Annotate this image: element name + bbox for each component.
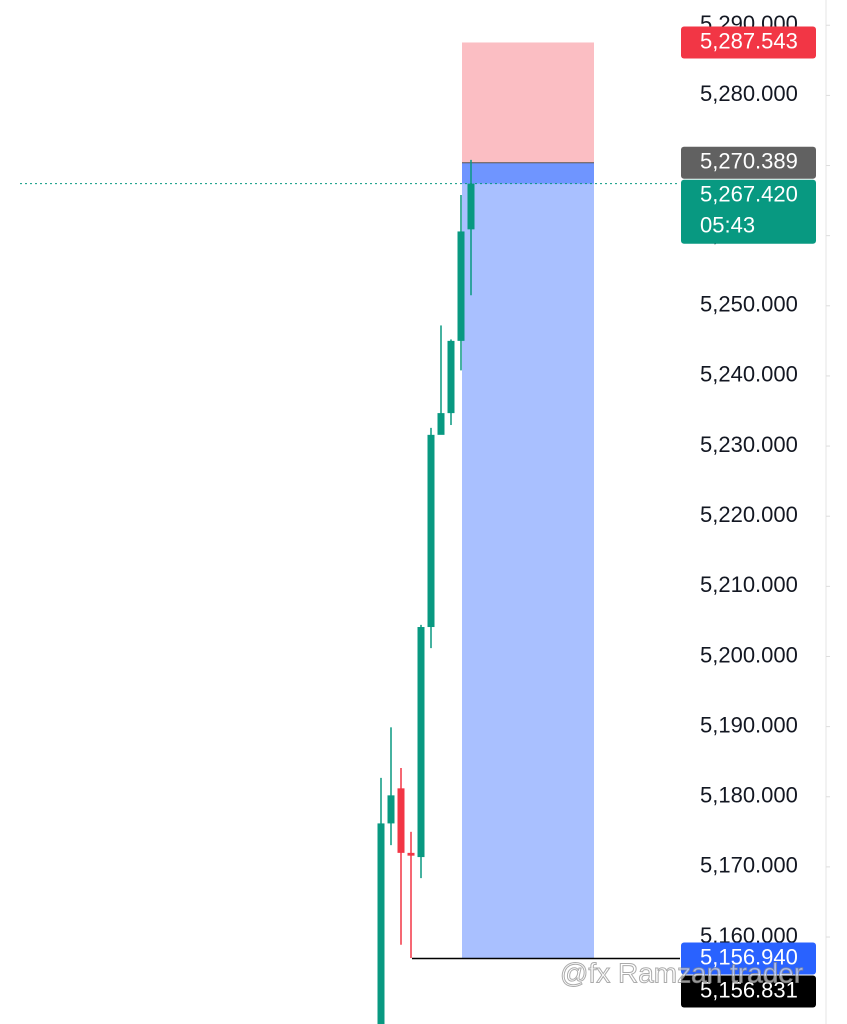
y-tick-label: 5,240.000	[700, 362, 798, 387]
price-label: 5,156.940	[681, 942, 816, 975]
open-pnl-zone	[462, 162, 594, 184]
y-tick-label: 5,170.000	[700, 853, 798, 878]
y-tick-label: 5,190.000	[700, 712, 798, 737]
price-label-text: 5,156.940	[700, 944, 798, 969]
candle-body	[427, 434, 435, 628]
price-label: 5,156.831	[681, 975, 816, 1008]
price-label-text: 5,270.389	[700, 149, 798, 174]
candle-body	[397, 788, 405, 853]
price-label-box	[681, 975, 816, 1008]
price-label-text: 5,156.831	[700, 977, 798, 1002]
candle-body	[417, 627, 425, 858]
candle-body	[447, 340, 455, 414]
stop-zone	[462, 42, 594, 163]
candle-body	[467, 183, 475, 230]
price-label: 5,287.543	[681, 26, 816, 59]
target-zone	[462, 162, 594, 959]
y-tick-label: 5,250.000	[700, 292, 798, 317]
price-label: 5,267.420 05:43	[681, 179, 816, 244]
price-label-box	[681, 26, 816, 59]
candle-body	[437, 413, 445, 435]
price-label-box	[681, 179, 816, 244]
y-tick-label: 5,220.000	[700, 502, 798, 527]
price-label-text: 5,287.543	[700, 28, 798, 53]
countdown-text: 05:43	[700, 213, 755, 238]
price-label-text: 5,267.420	[700, 182, 798, 207]
watermark: @fx Ramzan trader	[560, 957, 803, 988]
candle-body	[457, 231, 465, 341]
y-tick-label: 5,210.000	[700, 572, 798, 597]
candle-body	[387, 795, 395, 824]
price-label-box	[681, 146, 816, 179]
price-label: 5,270.389	[681, 146, 816, 179]
y-tick-label: 5,200.000	[700, 642, 798, 667]
candle-body	[407, 852, 415, 856]
y-tick-label: 5,230.000	[700, 432, 798, 457]
price-label-box	[681, 942, 816, 975]
y-tick-label: 5,280.000	[700, 81, 798, 106]
candle-body	[377, 823, 385, 1024]
y-tick-label: 5,180.000	[700, 783, 798, 808]
